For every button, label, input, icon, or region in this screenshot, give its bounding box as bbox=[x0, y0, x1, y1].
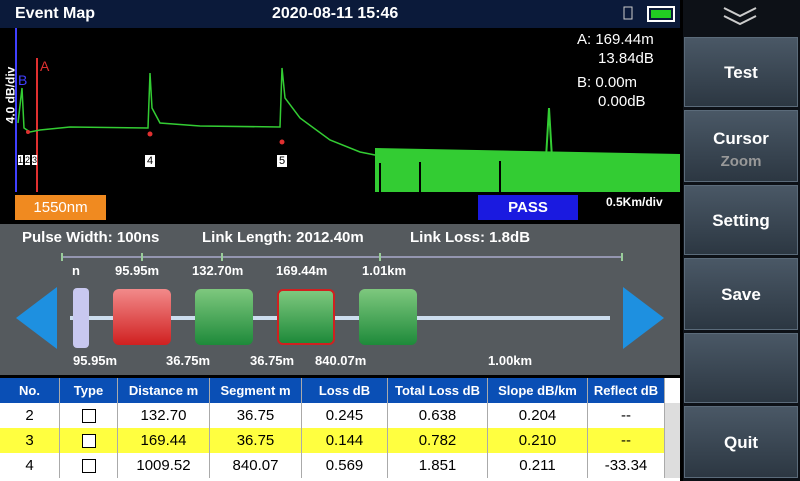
top-label: 1.01km bbox=[362, 263, 407, 278]
trace-plot bbox=[15, 28, 680, 192]
wavelength[interactable]: 1550nm bbox=[15, 195, 106, 220]
datetime: 2020-08-11 15:46 bbox=[272, 5, 399, 22]
table-cell: 0.204 bbox=[488, 403, 588, 428]
bottom-label: 36.75m bbox=[166, 353, 211, 368]
x-scale: 0.5Km/div bbox=[606, 195, 663, 209]
table-cell: 4 bbox=[0, 453, 60, 478]
setting-button[interactable]: Setting bbox=[684, 185, 798, 255]
scrollbar[interactable] bbox=[665, 403, 680, 478]
bottom-label: 36.75m bbox=[250, 353, 295, 368]
cursor-b-marker: B bbox=[18, 72, 28, 88]
column-header: Slope dB/km bbox=[488, 378, 588, 403]
table-cell: -33.34 bbox=[588, 453, 665, 478]
cursor-b-level: 0.00dB bbox=[598, 93, 646, 110]
table-cell: 169.44 bbox=[118, 428, 210, 453]
pulse-width: Pulse Width: 100ns bbox=[22, 229, 160, 246]
column-header: Total Loss dB bbox=[388, 378, 488, 403]
cursor-a-level: 13.84dB bbox=[598, 50, 654, 67]
event-table: No. Type Distance m Segment m Loss dB Total L… bbox=[0, 378, 680, 481]
bottom-label: 840.07m bbox=[315, 353, 367, 368]
table-cell: -- bbox=[588, 403, 665, 428]
test-button[interactable]: Test bbox=[684, 37, 798, 107]
y-scale: 4.0 dB/div bbox=[3, 66, 18, 124]
table-cell: 0.245 bbox=[302, 403, 388, 428]
type-icon bbox=[60, 403, 118, 428]
event-icon[interactable] bbox=[113, 289, 171, 345]
table-cell: 2 bbox=[0, 403, 60, 428]
table-cell: 3 bbox=[0, 428, 60, 453]
header-bar bbox=[0, 0, 680, 28]
event-marker: 5 bbox=[277, 155, 288, 167]
type-icon bbox=[60, 428, 118, 453]
table-cell: 36.75 bbox=[210, 428, 302, 453]
table-cell: 0.569 bbox=[302, 453, 388, 478]
type-icon bbox=[60, 453, 118, 478]
save-button[interactable]: Save bbox=[684, 258, 798, 330]
table-cell: -- bbox=[588, 428, 665, 453]
link-length: Link Length: 2012.40m bbox=[202, 229, 364, 246]
event-icon[interactable] bbox=[277, 289, 335, 345]
cursor-b-distance: B: 0.00m bbox=[577, 74, 638, 91]
table-cell: 0.638 bbox=[388, 403, 488, 428]
zoom-label: Zoom bbox=[720, 153, 762, 170]
bottom-label: 1.00km bbox=[488, 353, 533, 368]
column-header: Type bbox=[60, 378, 118, 403]
event-icon[interactable] bbox=[359, 289, 417, 345]
status-icons bbox=[623, 6, 675, 22]
event-icon[interactable] bbox=[195, 289, 253, 345]
table-cell: 36.75 bbox=[210, 403, 302, 428]
link-loss: Link Loss: 1.8dB bbox=[410, 229, 531, 246]
cursor-button[interactable]: Cursor Zoom bbox=[684, 110, 798, 182]
table-cell: 1009.52 bbox=[118, 453, 210, 478]
result: PASS bbox=[478, 195, 578, 220]
table-cell: 132.70 bbox=[118, 403, 210, 428]
cursor-label: Cursor bbox=[713, 129, 769, 148]
top-label: 132.70m bbox=[192, 263, 244, 278]
table-cell: 1.851 bbox=[388, 453, 488, 478]
column-header: Segment m bbox=[210, 378, 302, 403]
column-header: Distance m bbox=[118, 378, 210, 403]
cursor-a-distance: A: 169.44m bbox=[577, 31, 654, 48]
event-marker: 1 bbox=[18, 155, 24, 165]
chevron[interactable] bbox=[720, 4, 760, 26]
event-marker: 4 bbox=[145, 155, 156, 167]
blank-button bbox=[684, 333, 798, 403]
bottom-label: 95.95m bbox=[73, 353, 118, 368]
cursor-a-marker: A bbox=[40, 58, 50, 74]
column-header: Reflect dB bbox=[588, 378, 665, 403]
top-label: 95.95m bbox=[115, 263, 160, 278]
event-marker: 2 bbox=[25, 155, 31, 165]
screen-title: Event Map bbox=[15, 5, 96, 22]
column-header: Loss dB bbox=[302, 378, 388, 403]
top-label: 169.44m bbox=[276, 263, 328, 278]
column-header: No. bbox=[0, 378, 60, 403]
event-marker: 3 bbox=[32, 155, 38, 165]
table-cell: 0.211 bbox=[488, 453, 588, 478]
table-cell: 0.210 bbox=[488, 428, 588, 453]
quit-button[interactable]: Quit bbox=[684, 406, 798, 478]
event-map-graphic bbox=[16, 253, 664, 349]
top-label: n bbox=[72, 263, 80, 278]
table-cell: 840.07 bbox=[210, 453, 302, 478]
table-cell: 0.782 bbox=[388, 428, 488, 453]
table-cell: 0.144 bbox=[302, 428, 388, 453]
